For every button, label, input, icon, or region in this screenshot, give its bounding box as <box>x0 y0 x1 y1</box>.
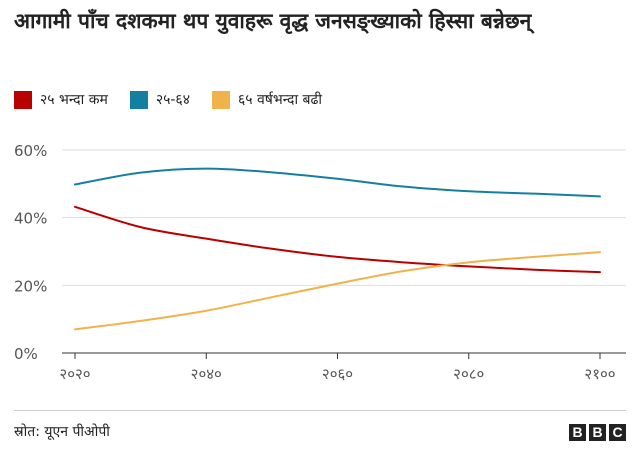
source-note: स्रोत: यूएन पीओपी <box>14 424 110 440</box>
bbc-logo-letter-3: C <box>609 424 626 441</box>
series-line-under-25 <box>74 205 601 274</box>
legend-swatch-under-25 <box>14 90 32 109</box>
legend-swatch-25-64 <box>129 90 148 109</box>
bbc-logo: B B C <box>566 424 626 441</box>
bbc-logo-letter-2: B <box>589 424 606 441</box>
legend-label-over-65: ६५ वर्षभन्दा बढी <box>237 92 323 108</box>
y-tick-label: 60% <box>14 142 47 160</box>
x-tick-label: २०२० <box>59 365 90 383</box>
line-chart: 0% 20% 40% 60% २०२० २०४० २०६० २०८० २१०० <box>14 142 626 383</box>
legend-swatch-over-65 <box>211 90 230 109</box>
x-tick-label: २०४० <box>191 365 222 383</box>
legend-label-under-25: २५ भन्दा कम <box>40 92 108 108</box>
legend-item-over-65: ६५ वर्षभन्दा बढी <box>211 90 323 109</box>
x-tick-label: २०८० <box>453 365 484 383</box>
legend-item-25-64: २५-६४ <box>129 90 190 109</box>
footer-divider <box>14 410 626 411</box>
x-tick-label: २०६० <box>322 365 353 383</box>
legend: २५ भन्दा कम २५-६४ ६५ वर्षभन्दा बढी <box>14 90 344 109</box>
bbc-logo-letter-1: B <box>569 424 586 441</box>
y-tick-label: 0% <box>14 345 38 363</box>
x-tick-label: २१०० <box>584 365 615 383</box>
y-tick-label: 20% <box>14 277 47 295</box>
y-tick-label: 40% <box>14 210 47 228</box>
legend-label-25-64: २५-६४ <box>155 92 190 108</box>
legend-item-under-25: २५ भन्दा कम <box>14 90 108 109</box>
series-line-25-64 <box>74 167 601 198</box>
chart-title: आगामी पाँच दशकमा थप युवाहरू वृद्ध जनसङ्ख… <box>14 9 532 33</box>
series-line-over-65 <box>74 251 601 331</box>
